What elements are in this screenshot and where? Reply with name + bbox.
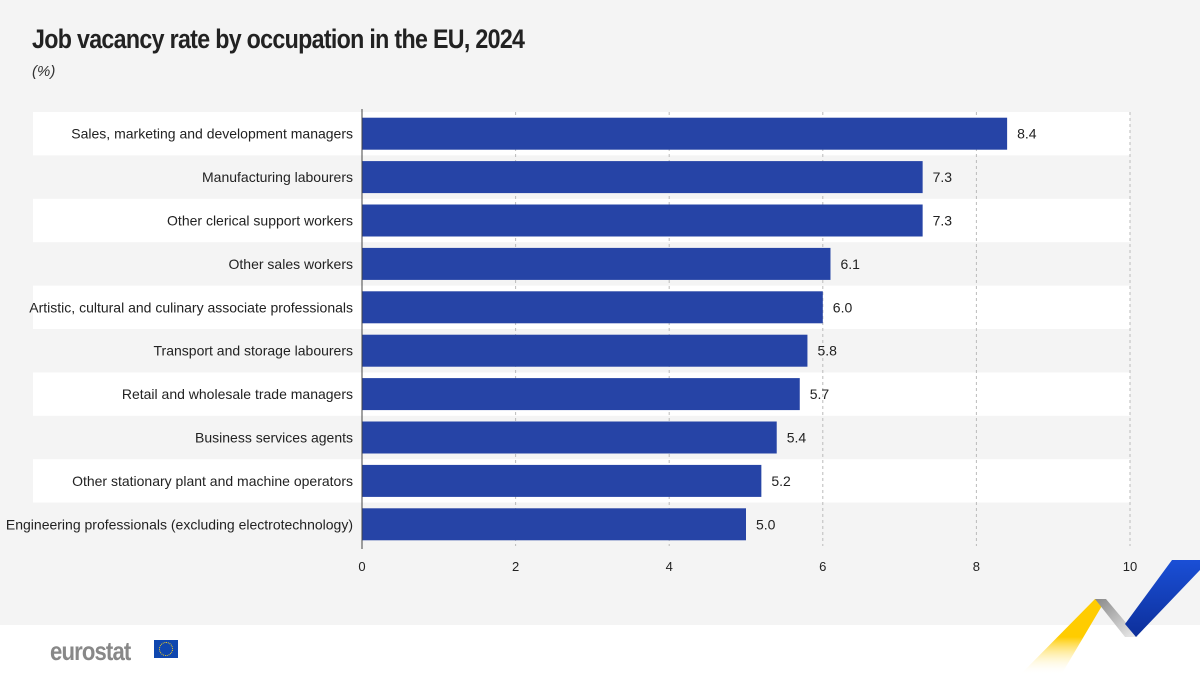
bar xyxy=(362,204,923,237)
category-label: Sales, marketing and development manager… xyxy=(71,126,353,142)
bar xyxy=(362,508,746,541)
bar-chart: 0 2 4 6 8 10 Sales, marketing and development … xyxy=(6,109,1137,574)
category-label: Other stationary plant and machine opera… xyxy=(72,473,353,489)
x-tick-label: 4 xyxy=(666,559,673,574)
bar xyxy=(362,421,777,454)
chart-title: Job vacancy rate by occupation in the EU… xyxy=(32,24,525,54)
category-label: Engineering professionals (excluding ele… xyxy=(6,516,353,532)
eurostat-logo: eurostat xyxy=(50,636,131,666)
x-tick-label: 6 xyxy=(819,559,826,574)
data-label: 8.4 xyxy=(1017,126,1037,142)
data-label: 5.2 xyxy=(771,473,791,489)
category-label: Manufacturing labourers xyxy=(202,169,353,185)
eu-flag-icon xyxy=(154,640,178,658)
data-label: 6.0 xyxy=(833,299,853,315)
bar xyxy=(362,291,823,324)
eurostat-decoration xyxy=(1020,560,1200,675)
category-label: Retail and wholesale trade managers xyxy=(122,386,353,402)
chart-subtitle: (%) xyxy=(32,63,56,80)
category-label: Artistic, cultural and culinary associat… xyxy=(29,299,353,315)
bar xyxy=(362,117,1008,150)
bar xyxy=(362,161,923,194)
data-label: 5.8 xyxy=(817,343,837,359)
x-tick-label: 8 xyxy=(973,559,980,574)
data-label: 6.1 xyxy=(840,256,860,272)
bar xyxy=(362,334,808,367)
category-label: Other sales workers xyxy=(229,256,353,272)
data-label: 5.7 xyxy=(810,386,830,402)
bar xyxy=(362,247,831,280)
x-tick-label: 10 xyxy=(1123,559,1137,574)
data-label: 5.0 xyxy=(756,516,776,532)
category-label: Other clerical support workers xyxy=(167,213,353,229)
data-label: 5.4 xyxy=(787,430,807,446)
x-tick-label: 2 xyxy=(512,559,519,574)
bar xyxy=(362,378,800,411)
data-label: 7.3 xyxy=(933,169,953,185)
data-label: 7.3 xyxy=(933,213,953,229)
x-tick-label: 0 xyxy=(358,559,365,574)
category-label: Business services agents xyxy=(195,430,353,446)
bar xyxy=(362,464,762,497)
category-label: Transport and storage labourers xyxy=(154,343,353,359)
